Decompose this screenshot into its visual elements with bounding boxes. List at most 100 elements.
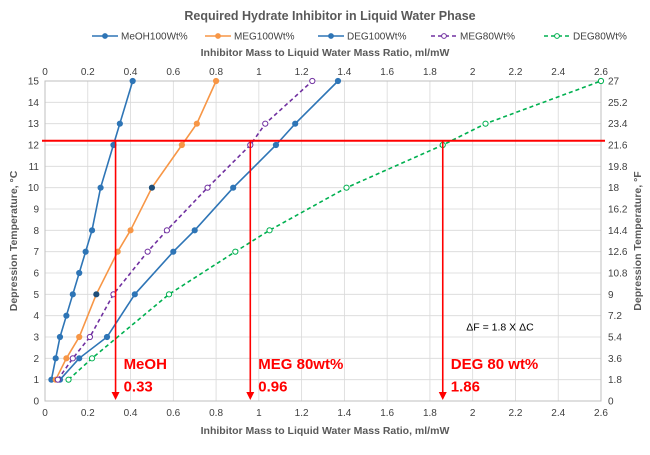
x-tick-label-bottom: 1	[256, 408, 262, 419]
data-point	[89, 356, 94, 361]
annotation-label: DEG 80 wt%	[451, 356, 539, 373]
drop-line	[112, 141, 120, 400]
y2-tick-label-right: 7.2	[608, 311, 622, 322]
data-point	[53, 356, 58, 361]
legend-item: DEG100Wt%	[318, 32, 407, 43]
y2-tick-label-right: 21.6	[608, 141, 628, 152]
x-axis-label-bottom: Inhibitor Mass to Liquid Water Mass Rati…	[201, 425, 450, 437]
data-point	[55, 377, 60, 382]
data-point	[70, 292, 75, 297]
chart: Required Hydrate Inhibitor in Liquid Wat…	[0, 0, 650, 455]
y2-tick-label-right: 19.8	[608, 162, 628, 173]
plot-area	[45, 81, 601, 401]
legend-marker	[442, 34, 447, 39]
data-point	[64, 313, 69, 318]
x-axis-label-top: Inhibitor Mass to Liquid Water Mass Rati…	[201, 47, 450, 59]
legend: MeOH100Wt% MEG100Wt% DEG100Wt% MEG80Wt% DEG8…	[92, 32, 627, 43]
data-point	[64, 356, 69, 361]
x-tick-label-top: 0.6	[166, 67, 180, 78]
data-point	[87, 334, 92, 339]
annotation-value: 0.33	[124, 378, 153, 395]
x-tick-label-top: 0.8	[209, 67, 223, 78]
chart-title: Required Hydrate Inhibitor in Liquid Wat…	[184, 9, 475, 23]
y2-tick-label-right: 3.6	[608, 354, 622, 365]
data-point	[335, 78, 340, 83]
data-point	[132, 292, 137, 297]
x-axis-bottom-ticks: 0 0.2 0.4 0.6 0.8 1 1.2 1.4 1.6 1.8 2 2.2 2.4 2.6	[42, 408, 608, 419]
data-point	[233, 249, 238, 254]
legend-item: MeOH100Wt%	[92, 32, 188, 43]
legend-item: MEG100Wt%	[205, 32, 295, 43]
data-point	[117, 121, 122, 126]
x-tick-label-top: 1.2	[295, 67, 309, 78]
x-tick-label-top: 1.6	[380, 67, 394, 78]
gridlines	[45, 81, 601, 401]
annotation-label: MEG 80wt%	[258, 356, 343, 373]
arrow-head-icon	[112, 392, 120, 400]
data-point	[149, 185, 154, 190]
y2-tick-label-right: 27	[608, 77, 620, 88]
x-tick-label-top: 1.4	[337, 67, 351, 78]
annotation-value: 0.96	[258, 378, 287, 395]
y2-tick-label-right: 5.4	[608, 333, 622, 344]
x-axis-top-ticks: 0 0.2 0.4 0.6 0.8 1 1.2 1.4 1.6 1.8 2 2.2 2.4 2.6	[42, 67, 608, 78]
y-tick-label-left: 6	[33, 269, 39, 280]
y-tick-label-left: 2	[33, 354, 39, 365]
data-point	[83, 249, 88, 254]
data-point	[273, 142, 278, 147]
y-tick-label-left: 15	[28, 77, 40, 88]
data-point	[77, 270, 82, 275]
data-point	[267, 228, 272, 233]
legend-item: MEG80Wt%	[431, 32, 515, 43]
y-tick-label-left: 12	[28, 141, 40, 152]
legend-label: MEG80Wt%	[460, 32, 515, 43]
x-tick-label-top: 2.6	[594, 67, 608, 78]
y-tick-label-left: 1	[33, 375, 39, 386]
legend-marker	[329, 34, 334, 39]
x-tick-label-bottom: 1.6	[380, 408, 394, 419]
legend-marker	[103, 34, 108, 39]
y-tick-label-left: 14	[28, 98, 40, 109]
annotation-value: 1.86	[451, 378, 480, 395]
annotation-label: MeOH	[124, 356, 167, 373]
data-point	[57, 334, 62, 339]
x-tick-label-top: 0	[42, 67, 48, 78]
data-point	[598, 78, 603, 83]
data-point	[179, 142, 184, 147]
data-point	[130, 78, 135, 83]
data-point	[104, 334, 109, 339]
data-point	[66, 377, 71, 382]
y2-tick-label-right: 18	[608, 183, 620, 194]
x-tick-label-top: 0.4	[124, 67, 138, 78]
y2-tick-label-right: 23.4	[608, 119, 628, 130]
y-tick-label-left: 0	[33, 397, 39, 408]
legend-marker	[555, 34, 560, 39]
y-axis-label-left: Depression Temperature, °C	[8, 170, 20, 311]
annotations: MeOH 0.33 MEG 80wt% 0.96 DEG 80 wt% 1.86	[124, 356, 539, 395]
x-tick-label-top: 2.4	[551, 67, 565, 78]
data-point	[205, 185, 210, 190]
y2-tick-label-right: 12.6	[608, 247, 628, 258]
y-tick-label-left: 11	[29, 162, 40, 173]
y-tick-label-left: 3	[33, 333, 39, 344]
x-tick-label-bottom: 0.8	[209, 408, 223, 419]
data-point	[263, 121, 268, 126]
legend-marker	[216, 34, 221, 39]
x-tick-label-top: 2.2	[509, 67, 523, 78]
data-point	[213, 78, 218, 83]
y-tick-label-left: 13	[28, 119, 40, 130]
y2-tick-label-right: 16.2	[608, 205, 628, 216]
x-tick-label-top: 1.8	[423, 67, 437, 78]
data-point	[166, 292, 171, 297]
delta-note: ΔF = 1.8 X ΔC	[466, 322, 534, 334]
data-point	[231, 185, 236, 190]
y2-tick-label-right: 25.2	[608, 98, 628, 109]
y-tick-label-left: 4	[33, 311, 39, 322]
data-point	[310, 78, 315, 83]
data-point	[344, 185, 349, 190]
data-point	[192, 228, 197, 233]
x-tick-label-bottom: 2.2	[509, 408, 523, 419]
y2-tick-label-right: 0	[608, 397, 614, 408]
data-point	[145, 249, 150, 254]
